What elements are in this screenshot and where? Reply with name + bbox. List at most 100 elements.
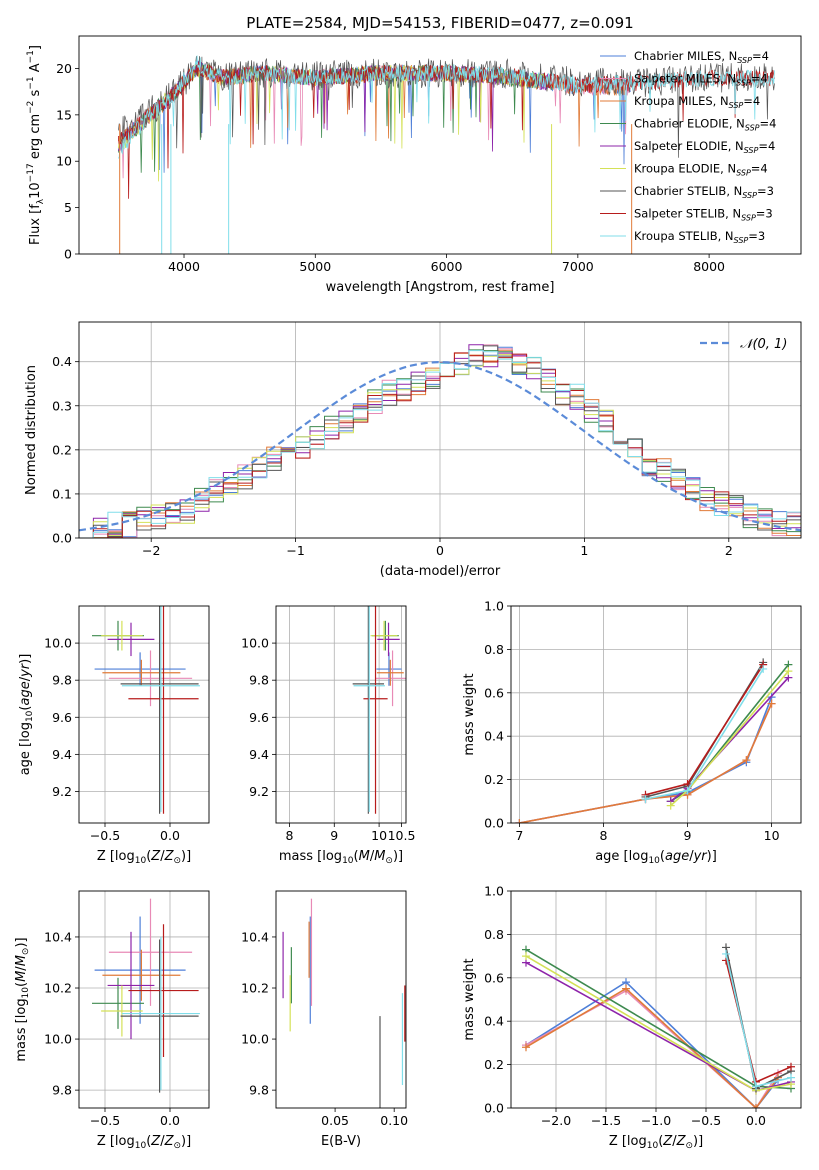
weight-marker — [787, 1062, 795, 1071]
legend-label: Kroupa ELODIE, NSSP=4 — [634, 162, 768, 178]
x-tick-label: −2 — [142, 543, 160, 558]
y-tick-label: 20 — [56, 61, 72, 76]
x-tick-label: 4000 — [168, 259, 200, 274]
y-tick-label: 0.0 — [52, 531, 72, 546]
panel-age_vs_mass: 8 9 10 10.5 9.2 9.4 9.6 9.8 10.0 mass [log10(M/M⊙… — [241, 605, 416, 866]
y-tick-label: 9.2 — [249, 784, 269, 799]
legend-label: Chabrier MILES, NSSP=4 — [634, 49, 769, 65]
y-tick-label: 0.8 — [484, 927, 504, 942]
x-tick-label: 0.0 — [746, 1113, 766, 1128]
y-tick-label: 0.8 — [484, 642, 504, 657]
y-tick-label: 0.3 — [52, 398, 72, 413]
weight-marker — [666, 801, 675, 810]
plot-area — [79, 344, 801, 538]
weight-marker — [515, 819, 524, 823]
x-tick-label: 0 — [436, 543, 444, 558]
legend-label: Salpeter ELODIE, NSSP=4 — [634, 139, 775, 155]
weight-line — [645, 661, 764, 798]
y-tick-label: 15 — [56, 107, 72, 122]
y-tick-label: 9.8 — [249, 673, 269, 688]
figure-title: PLATE=2584, MJD=54153, FIBERID=0477, z=0… — [246, 14, 633, 32]
legend: Chabrier MILES, NSSP=4 Salpeter MILES, NS… — [600, 49, 776, 245]
legend-label: Kroupa STELIB, NSSP=3 — [634, 229, 765, 245]
weight-marker — [752, 1104, 760, 1108]
y-tick-label: 0.6 — [484, 685, 504, 700]
y-tick-label: 10.2 — [44, 981, 72, 996]
x-tick-label: 8 — [285, 828, 293, 843]
y-tick-label: 0.2 — [484, 772, 504, 787]
weight-marker — [622, 984, 630, 993]
weight-marker — [683, 786, 692, 795]
y-tick-label: 0.4 — [484, 1014, 504, 1029]
x-tick-label: 9 — [330, 828, 338, 843]
plot-area — [92, 606, 200, 814]
y-tick-label: 10.0 — [241, 1032, 269, 1047]
y-tick-label: 0.2 — [484, 1057, 504, 1072]
y-tick-label: 10.0 — [44, 1032, 72, 1047]
x-axis-label: Z [log10(Z/Z⊙)] — [609, 1134, 703, 1151]
x-tick-label: 7 — [515, 828, 523, 843]
x-tick-label: −0.5 — [90, 828, 120, 843]
weight-marker — [752, 1082, 760, 1091]
y-tick-label: 0.4 — [52, 354, 72, 369]
axes-frame — [78, 890, 210, 1109]
weight-line — [525, 981, 779, 1108]
y-tick-label: 0 — [64, 247, 72, 262]
weight-line — [725, 953, 792, 1088]
x-tick-label: 8000 — [693, 259, 725, 274]
x-tick-label: −1.5 — [591, 1113, 621, 1128]
x-tick-label: 0.05 — [321, 1113, 349, 1128]
legend-label: Chabrier STELIB, NSSP=3 — [634, 184, 774, 200]
panel-spectrum: 4000 5000 6000 7000 8000 0 5 10 15 20 wavelength [… — [26, 35, 802, 295]
y-tick-label: 0.2 — [52, 442, 72, 457]
weight-marker — [767, 699, 776, 708]
panel-weight_vs_age: 7 8 9 10 0.0 0.2 0.4 0.6 0.8 1.0 mass weight age [l… — [462, 599, 802, 866]
y-tick-label: 9.4 — [52, 747, 72, 762]
plot-area — [522, 943, 795, 1108]
plot-area — [118, 55, 775, 254]
spectrum-line — [118, 55, 775, 159]
y-tick-label: 9.6 — [52, 710, 72, 725]
x-tick-label: 8 — [599, 828, 607, 843]
x-axis-label: mass [log10(M/M⊙)] — [279, 849, 403, 866]
legend-label: 𝒩(0, 1) — [740, 337, 787, 352]
histogram-step — [79, 352, 801, 538]
gaussian-curve — [79, 360, 801, 532]
x-tick-label: 1 — [580, 543, 588, 558]
axes-frame — [78, 321, 802, 539]
x-tick-label: 2 — [725, 543, 733, 558]
x-tick-label: 0.0 — [160, 828, 180, 843]
x-tick-label: 10 — [371, 828, 387, 843]
panel-mass_vs_ebv: 0.05 0.10 9.8 10.0 10.2 10.4 E(B-V) — [241, 890, 408, 1149]
y-tick-label: 0.0 — [484, 816, 504, 831]
y-tick-label: 9.2 — [52, 784, 72, 799]
y-tick-label: 0.1 — [52, 486, 72, 501]
weight-marker — [522, 952, 530, 961]
plot-area — [352, 606, 406, 814]
x-tick-label: 5000 — [299, 259, 331, 274]
axes-frame — [510, 605, 802, 824]
x-tick-label: −2.0 — [541, 1113, 571, 1128]
y-tick-label: 10.4 — [241, 929, 269, 944]
x-tick-label: 10 — [764, 828, 780, 843]
x-tick-label: 10.5 — [388, 828, 416, 843]
y-tick-label: 5 — [64, 200, 72, 215]
weight-line — [670, 664, 790, 802]
weight-marker — [641, 795, 650, 804]
plot-area — [515, 658, 793, 823]
x-tick-label: −0.5 — [90, 1113, 120, 1128]
x-axis-label: wavelength [Angstrom, rest frame] — [326, 280, 555, 295]
panel-weight_vs_Z: −2.0 −1.5 −1.0 −0.5 0.0 0.0 0.2 0.4 0.6 0.8 1.0 mas… — [462, 884, 802, 1151]
plot-area — [282, 898, 406, 1108]
y-tick-label: 0.4 — [484, 729, 504, 744]
x-tick-label: −1 — [286, 543, 304, 558]
axes-frame — [275, 890, 407, 1109]
legend-label: Salpeter MILES, NSSP=4 — [634, 72, 768, 88]
y-tick-label: 9.8 — [249, 1083, 269, 1098]
x-axis-label: age [log10(age/yr)] — [595, 849, 717, 866]
y-axis-label: mass weight — [462, 673, 477, 755]
y-tick-label: 10.4 — [44, 929, 72, 944]
weight-marker — [742, 756, 751, 765]
y-tick-label: 10.0 — [44, 636, 72, 651]
x-tick-label: 0.10 — [380, 1113, 408, 1128]
